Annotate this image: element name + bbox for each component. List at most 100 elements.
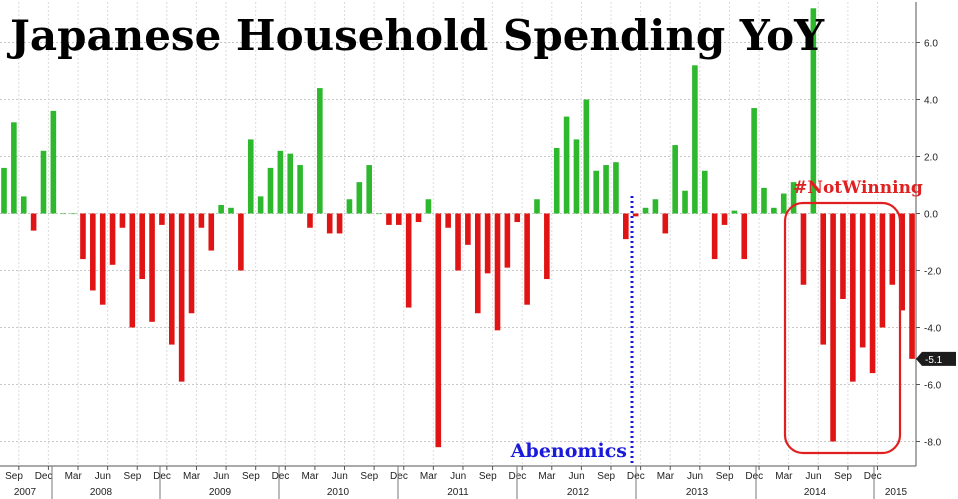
bar: [810, 8, 817, 214]
bar: [474, 213, 481, 314]
bar: [711, 213, 718, 260]
x-month-label: Mar: [538, 471, 556, 482]
bar: [553, 147, 560, 214]
bar: [771, 207, 777, 214]
bar: [544, 213, 550, 280]
bar: [780, 193, 787, 214]
bar: [484, 213, 491, 274]
x-month-label: Sep: [597, 471, 615, 482]
x-month-label: Dec: [390, 471, 408, 482]
bar: [80, 213, 86, 260]
x-month-label: Dec: [35, 471, 53, 482]
x-month-label: Dec: [864, 471, 882, 482]
bar: [751, 108, 757, 214]
x-year-label: 2014: [804, 487, 827, 498]
x-month-label: Jun: [687, 471, 703, 482]
bar: [632, 213, 639, 217]
x-year-label: 2009: [209, 487, 232, 498]
x-month-label: Sep: [124, 471, 142, 482]
bar: [790, 182, 797, 214]
bar: [208, 213, 215, 251]
bar: [168, 213, 175, 345]
x-month-label: Sep: [834, 471, 852, 482]
bar: [277, 150, 284, 214]
abenomics-label: Abenomics: [510, 440, 627, 462]
bar: [159, 213, 165, 225]
x-month-label: Jun: [213, 471, 229, 482]
bar: [317, 88, 323, 214]
x-month-label: Sep: [479, 471, 497, 482]
bar: [238, 213, 244, 271]
bar: [563, 116, 570, 214]
bar: [859, 213, 866, 348]
bar: [119, 213, 126, 228]
bar: [178, 213, 185, 382]
last-value-badge: [916, 351, 956, 366]
bar: [30, 213, 37, 231]
x-year-label: 2013: [686, 487, 709, 498]
bar: [386, 213, 392, 225]
bar: [149, 213, 155, 322]
y-tick-label: -6.0: [924, 381, 942, 392]
bar: [721, 213, 728, 225]
notwinning-box: [783, 201, 902, 455]
bar: [899, 213, 905, 311]
bar: [701, 170, 708, 214]
bar: [800, 213, 807, 285]
y-tick-label: 6.0: [924, 39, 938, 50]
bar: [198, 213, 205, 228]
bar: [465, 213, 471, 245]
bar: [257, 196, 264, 214]
bar: [376, 213, 382, 215]
y-tick-label: -4.0: [924, 324, 942, 335]
bar: [129, 213, 136, 328]
bar: [307, 213, 313, 228]
bar: [50, 110, 57, 214]
bar: [455, 213, 461, 271]
chart-title: Japanese Household Spending YoY: [6, 11, 825, 60]
bar: [692, 65, 698, 214]
bar: [297, 165, 303, 214]
bar: [99, 213, 106, 305]
bar: [366, 165, 372, 214]
bar: [504, 213, 511, 268]
bar: [613, 162, 619, 214]
bar: [356, 182, 363, 214]
bar: [494, 213, 501, 331]
bar: [336, 213, 343, 234]
bar: [90, 213, 96, 291]
bar: [109, 213, 116, 265]
bar: [405, 213, 412, 308]
bar: [820, 213, 827, 345]
x-year-label: 2010: [327, 487, 350, 498]
x-month-label: Mar: [420, 471, 438, 482]
bar: [623, 213, 629, 240]
annotations: Abenomics #NotWinning: [510, 178, 923, 466]
bar: [889, 213, 896, 285]
bar: [534, 199, 540, 214]
bar: [840, 213, 846, 299]
bar: [583, 99, 590, 214]
x-month-label: Dec: [153, 471, 171, 482]
x-month-label: Jun: [332, 471, 348, 482]
x-month-label: Mar: [657, 471, 675, 482]
x-month-label: Mar: [183, 471, 201, 482]
bar: [20, 196, 27, 214]
x-month-label: Mar: [65, 471, 83, 482]
bar: [267, 167, 274, 214]
bar: [642, 207, 649, 214]
bar: [326, 213, 333, 234]
bar: [850, 213, 856, 382]
bar: [139, 213, 145, 280]
bar: [761, 187, 767, 214]
last-value-label: -5.1: [925, 355, 943, 366]
x-month-label: Mar: [301, 471, 319, 482]
x-year-label: 2008: [90, 487, 113, 498]
bar: [396, 213, 402, 225]
x-month-label: Jun: [569, 471, 585, 482]
bar: [188, 213, 195, 314]
bar: [869, 213, 876, 374]
bar: [247, 139, 254, 214]
